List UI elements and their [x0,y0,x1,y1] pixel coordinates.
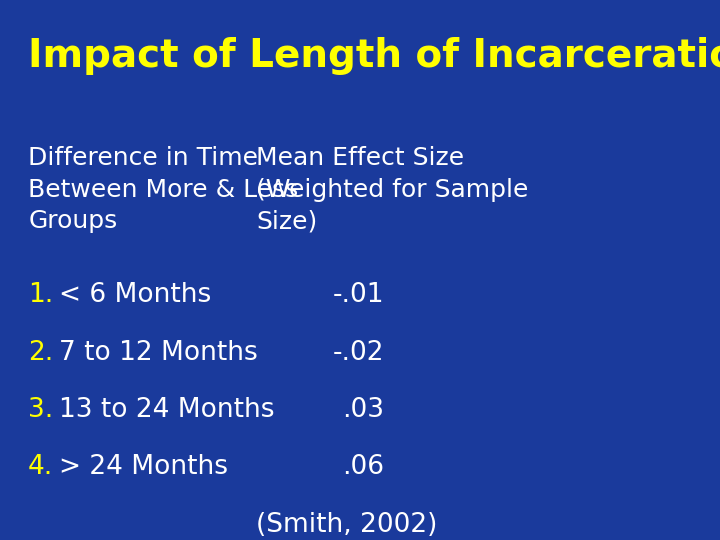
Text: .06: .06 [342,455,384,481]
Text: Difference in Time
Between More & Less
Groups: Difference in Time Between More & Less G… [28,146,298,233]
Text: Mean Effect Size
(Weighted for Sample
Size): Mean Effect Size (Weighted for Sample Si… [256,146,528,233]
Text: 7 to 12 Months: 7 to 12 Months [59,340,258,366]
Text: 2.: 2. [28,340,53,366]
Text: Impact of Length of Incarceration: Impact of Length of Incarceration [28,37,720,75]
Text: 3.: 3. [28,397,53,423]
Text: .03: .03 [342,397,384,423]
Text: -.02: -.02 [333,340,384,366]
Text: 13 to 24 Months: 13 to 24 Months [59,397,274,423]
Text: > 24 Months: > 24 Months [59,455,228,481]
Text: -.01: -.01 [333,282,384,308]
Text: 4.: 4. [28,455,53,481]
Text: (Smith, 2002): (Smith, 2002) [256,512,437,538]
Text: 1.: 1. [28,282,53,308]
Text: < 6 Months: < 6 Months [59,282,211,308]
